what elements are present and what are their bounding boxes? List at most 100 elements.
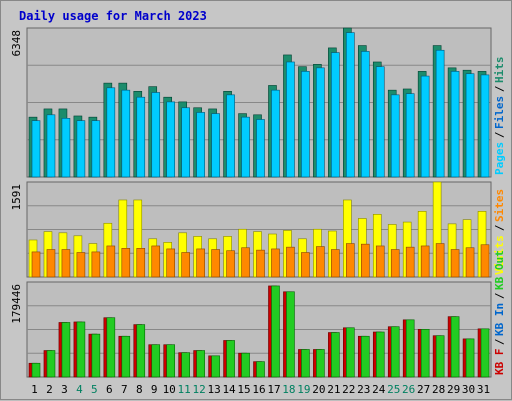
bar-sites [241, 247, 250, 278]
legend-kb-out: KB Out [493, 250, 506, 290]
bar-kb-in [450, 316, 460, 378]
bar-sites [316, 246, 325, 278]
bar-pages [375, 66, 385, 178]
bar-pages [61, 118, 71, 178]
bar-kb-in [166, 344, 176, 378]
bar-kb-in [106, 317, 116, 378]
bar-pages [301, 71, 310, 178]
bar-pages [390, 94, 400, 178]
legend-visits: Visits [493, 235, 506, 275]
bar-pages [346, 32, 355, 178]
bar-kb-in [121, 335, 131, 378]
legend-kb-f: KB F [493, 349, 506, 376]
bar-sites [465, 247, 475, 278]
bar-pages [166, 101, 176, 178]
bar-kb-in [181, 352, 190, 378]
bar-pages [91, 120, 101, 178]
x-tick-label: 23 [357, 383, 370, 396]
bar-sites [121, 248, 131, 278]
bar-sites [256, 249, 265, 278]
bar-pages [226, 94, 235, 178]
bar-sites [166, 248, 176, 278]
bar-kb-in [420, 329, 430, 378]
bar-kb-in [301, 349, 310, 378]
bar-pages [286, 61, 295, 178]
bar-sites [286, 246, 295, 278]
y-max-label: 179446 [10, 284, 23, 324]
bar-kb-in [136, 324, 146, 378]
bar-kb-in [390, 326, 400, 378]
bar-sites [360, 243, 370, 278]
chart-title: Daily usage for March 2023 [19, 9, 207, 23]
bar-kb-in [271, 285, 280, 378]
bar-kb-in [226, 340, 235, 378]
bar-pages [271, 89, 280, 178]
bar-kb-in [360, 335, 370, 378]
x-tick-label: 18 [282, 383, 295, 396]
x-tick-label: 26 [402, 383, 415, 396]
x-tick-label: 15 [237, 383, 250, 396]
x-tick-label: 29 [447, 383, 460, 396]
bar-sites [301, 252, 310, 278]
x-tick-label: 12 [193, 383, 206, 396]
bar-pages [360, 51, 370, 178]
y-max-label: 6348 [10, 30, 23, 57]
x-tick-label: 31 [477, 383, 490, 396]
bar-pages [106, 87, 116, 178]
legend-hits: Hits [493, 57, 506, 84]
legend-separator: / [493, 224, 506, 231]
bar-pages [151, 92, 161, 178]
bar-pages [450, 71, 460, 178]
bar-kb-in [46, 350, 56, 378]
bar-sites [331, 249, 340, 278]
bar-sites [480, 244, 490, 278]
x-tick-label: 9 [151, 383, 158, 396]
bar-pages [256, 119, 265, 178]
x-tick-label: 25 [387, 383, 400, 396]
x-tick-label: 5 [91, 383, 98, 396]
bar-kb-in [76, 321, 86, 378]
bar-sites [61, 249, 71, 278]
bar-kb-in [316, 349, 325, 378]
bar-sites [181, 252, 190, 278]
bar-pages [196, 112, 205, 178]
bar-sites [91, 251, 101, 278]
x-tick-label: 30 [462, 383, 475, 396]
bar-kb-in [196, 350, 205, 378]
bar-pages [405, 93, 415, 178]
bar-sites [420, 245, 430, 278]
y-max-label: 1591 [10, 184, 23, 211]
bar-kb-in [331, 332, 340, 378]
x-tick-label: 3 [61, 383, 68, 396]
x-tick-label: 4 [76, 383, 83, 396]
legend-kb-in: KB In [493, 303, 506, 336]
bar-sites [390, 249, 400, 278]
x-tick-label: 21 [327, 383, 340, 396]
bar-sites [435, 243, 445, 278]
bar-sites [450, 249, 460, 278]
bar-pages [31, 120, 41, 178]
legend-separator: / [493, 292, 506, 299]
bar-pages [480, 74, 490, 178]
bar-pages [136, 96, 146, 178]
bar-sites [405, 246, 415, 278]
x-tick-label: 11 [178, 383, 191, 396]
bar-pages [181, 107, 190, 178]
bar-sites [346, 243, 355, 278]
x-tick-label: 8 [136, 383, 143, 396]
bar-sites [211, 249, 220, 278]
bar-sites [76, 252, 86, 278]
bar-sites [375, 245, 385, 278]
legend-sites: Sites [493, 189, 506, 222]
bar-pages [76, 120, 86, 178]
bar-kb-in [405, 319, 415, 378]
x-tick-label: 28 [432, 383, 445, 396]
legend-separator: / [493, 131, 506, 138]
legend-files: Files [493, 96, 506, 129]
bar-sites [151, 245, 161, 278]
x-tick-label: 2 [46, 383, 53, 396]
bar-pages [420, 75, 430, 178]
bar-kb-in [241, 352, 250, 378]
